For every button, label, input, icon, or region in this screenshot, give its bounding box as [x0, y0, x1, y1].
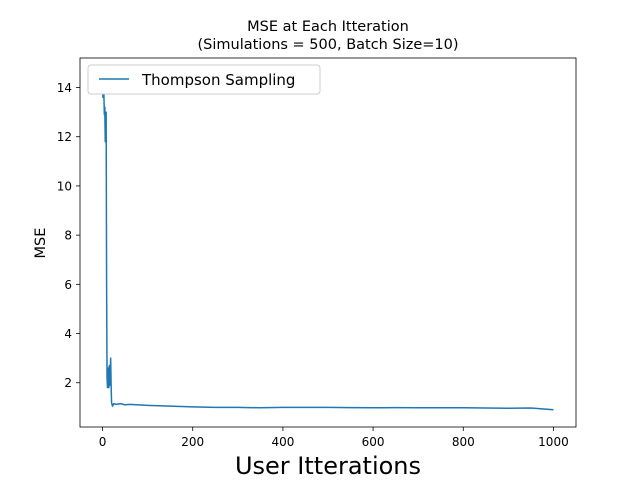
y-tick-label: 4 — [64, 327, 72, 341]
y-tick-label: 8 — [64, 229, 72, 243]
y-tick-label: 2 — [64, 376, 72, 390]
x-axis-ticks: 0 200 400 600 800 1000 — [99, 427, 569, 449]
chart-subtitle: (Simulations = 500, Batch Size=10) — [197, 37, 458, 53]
series-line-thompson-sampling — [101, 74, 554, 411]
y-tick-label: 14 — [57, 81, 72, 95]
plot-frame — [79, 57, 577, 428]
x-axis-label: User Itterations — [235, 452, 421, 480]
x-tick-label: 1000 — [538, 435, 569, 449]
plot-area — [80, 58, 576, 427]
y-axis-label: MSE — [33, 228, 49, 259]
y-tick-label: 10 — [57, 179, 72, 193]
legend-label-thompson-sampling: Thompson Sampling — [141, 71, 295, 89]
y-tick-label: 12 — [57, 130, 72, 144]
x-tick-label: 400 — [271, 435, 294, 449]
x-tick-label: 800 — [452, 435, 475, 449]
x-tick-label: 200 — [181, 435, 204, 449]
legend-box — [87, 64, 321, 95]
y-tick-label: 6 — [64, 278, 72, 292]
legend: Thompson Sampling — [87, 64, 321, 95]
chart-title: MSE at Each Itteration — [247, 19, 409, 35]
x-tick-label: 0 — [99, 435, 107, 449]
x-tick-label: 600 — [362, 435, 385, 449]
y-axis-ticks: 2 4 6 8 10 12 14 — [57, 81, 80, 390]
series-layer — [101, 74, 554, 411]
